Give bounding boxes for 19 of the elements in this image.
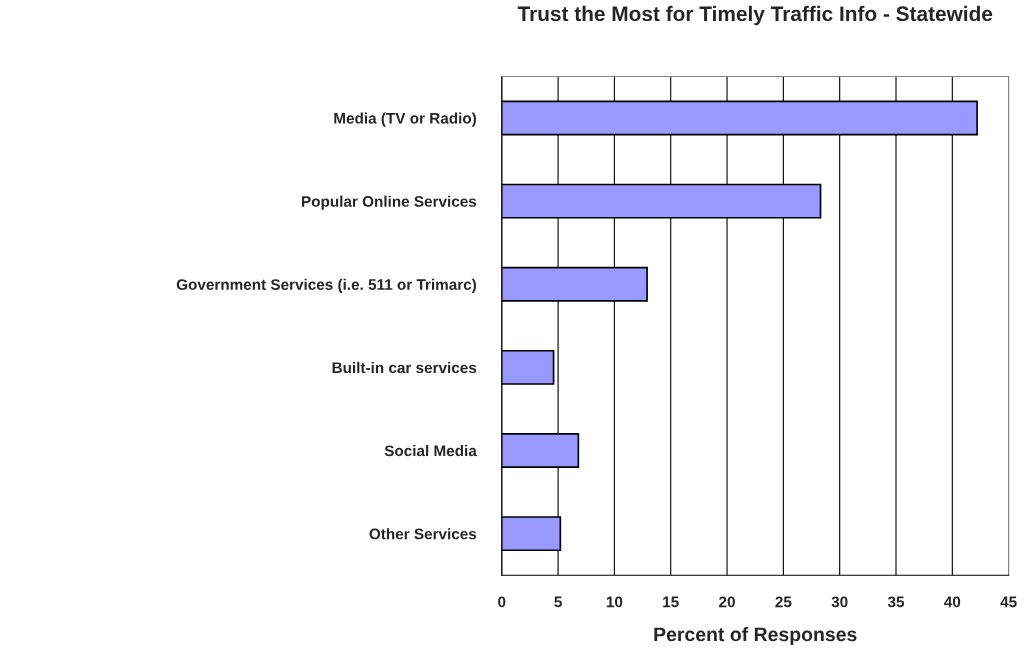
y-tick-label: Popular Online Services bbox=[302, 195, 477, 210]
x-axis-title: Percent of Responses bbox=[654, 626, 857, 646]
x-tick-label: 20 bbox=[719, 596, 735, 608]
x-tick-label: 40 bbox=[944, 596, 961, 608]
x-tick-label: 5 bbox=[554, 596, 562, 608]
x-tick-label: 15 bbox=[663, 596, 679, 608]
x-tick-label: 25 bbox=[775, 596, 792, 608]
y-tick-label: Social Media bbox=[384, 445, 477, 457]
y-tick-label: Government Services (i.e. 511 or Trimarc) bbox=[176, 278, 477, 293]
bar bbox=[501, 349, 555, 385]
x-tick-label: 45 bbox=[1000, 596, 1017, 608]
y-tick-label: Other Services bbox=[369, 528, 477, 540]
y-tick-label: Media (TV or Radio) bbox=[334, 112, 477, 127]
y-tick-label: Built-in car services bbox=[332, 361, 477, 374]
chart-title: Trust the Most for Timely Traffic Info - Statewide bbox=[517, 5, 993, 26]
x-tick-label: 30 bbox=[831, 596, 848, 608]
x-tick-label: 35 bbox=[887, 596, 905, 608]
x-tick-label: 0 bbox=[498, 596, 506, 608]
x-tick-label: 10 bbox=[606, 596, 623, 608]
